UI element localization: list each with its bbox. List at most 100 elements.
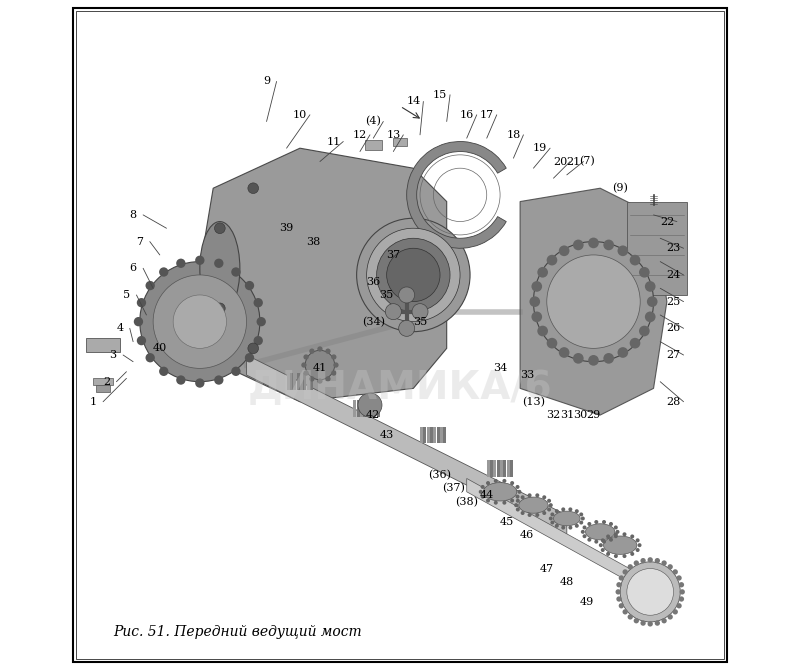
Circle shape <box>231 366 241 376</box>
Circle shape <box>602 520 606 524</box>
Circle shape <box>587 538 591 542</box>
Circle shape <box>627 564 633 570</box>
Circle shape <box>214 259 223 268</box>
Circle shape <box>231 267 241 277</box>
Text: 2: 2 <box>103 377 110 387</box>
Circle shape <box>538 326 548 336</box>
Text: 30: 30 <box>573 410 587 420</box>
Circle shape <box>159 366 169 376</box>
Circle shape <box>486 481 490 485</box>
Polygon shape <box>486 460 490 477</box>
Circle shape <box>254 336 263 345</box>
Circle shape <box>606 552 610 556</box>
Text: 42: 42 <box>366 410 381 420</box>
Circle shape <box>547 498 551 502</box>
Circle shape <box>195 255 205 265</box>
Circle shape <box>582 525 586 529</box>
Circle shape <box>510 481 514 485</box>
Circle shape <box>601 548 605 552</box>
Circle shape <box>386 249 440 302</box>
Text: 22: 22 <box>660 216 674 226</box>
Circle shape <box>579 521 583 525</box>
Text: Рис. 51. Передний ведущий мост: Рис. 51. Передний ведущий мост <box>113 624 362 639</box>
Circle shape <box>647 621 653 626</box>
Polygon shape <box>97 385 110 392</box>
Circle shape <box>581 517 585 521</box>
Circle shape <box>542 511 546 515</box>
Polygon shape <box>357 400 359 417</box>
Circle shape <box>555 524 559 528</box>
Text: (7): (7) <box>579 156 594 167</box>
Ellipse shape <box>200 222 240 315</box>
Text: 9: 9 <box>263 76 270 86</box>
Polygon shape <box>506 460 510 477</box>
Circle shape <box>137 336 146 345</box>
Polygon shape <box>365 140 382 150</box>
Circle shape <box>568 507 572 511</box>
Circle shape <box>478 490 482 494</box>
Circle shape <box>386 304 402 320</box>
Text: 37: 37 <box>386 250 400 260</box>
Circle shape <box>535 493 539 497</box>
Circle shape <box>521 511 525 515</box>
Circle shape <box>550 513 554 517</box>
Circle shape <box>546 338 558 348</box>
Text: 17: 17 <box>480 110 494 120</box>
Circle shape <box>531 312 542 322</box>
Text: 11: 11 <box>326 137 341 147</box>
Circle shape <box>630 255 640 265</box>
Polygon shape <box>627 202 687 295</box>
Circle shape <box>662 618 666 623</box>
Circle shape <box>647 557 653 563</box>
Polygon shape <box>294 373 296 390</box>
Polygon shape <box>93 379 113 385</box>
Circle shape <box>398 287 414 303</box>
Circle shape <box>594 539 598 543</box>
Circle shape <box>678 596 684 602</box>
Circle shape <box>558 245 570 256</box>
Circle shape <box>303 371 309 376</box>
Circle shape <box>614 554 618 558</box>
Polygon shape <box>377 400 380 417</box>
Polygon shape <box>366 400 370 417</box>
Circle shape <box>594 520 598 524</box>
Circle shape <box>618 245 628 256</box>
Circle shape <box>616 582 622 588</box>
Circle shape <box>514 503 518 507</box>
Text: 32: 32 <box>546 410 561 420</box>
Text: (13): (13) <box>522 397 545 407</box>
Circle shape <box>638 543 642 547</box>
Circle shape <box>588 238 599 249</box>
Text: 7: 7 <box>136 237 143 247</box>
Polygon shape <box>437 427 440 444</box>
Circle shape <box>502 479 506 483</box>
Text: 25: 25 <box>666 297 681 307</box>
Circle shape <box>310 377 314 381</box>
Text: 6: 6 <box>130 263 137 273</box>
Text: 34: 34 <box>493 363 507 373</box>
Circle shape <box>622 554 626 558</box>
Circle shape <box>494 500 498 505</box>
Text: 15: 15 <box>433 90 447 100</box>
Circle shape <box>518 490 522 494</box>
Circle shape <box>494 479 498 483</box>
Circle shape <box>534 242 654 362</box>
Text: 10: 10 <box>293 110 307 120</box>
Text: 45: 45 <box>500 517 514 527</box>
Circle shape <box>562 525 566 529</box>
Text: 35: 35 <box>379 290 394 300</box>
Circle shape <box>654 620 660 626</box>
Circle shape <box>647 296 658 307</box>
Circle shape <box>641 558 646 563</box>
Text: 46: 46 <box>520 530 534 540</box>
Circle shape <box>627 614 633 620</box>
Circle shape <box>645 281 655 291</box>
Circle shape <box>579 513 583 517</box>
Circle shape <box>618 603 624 608</box>
Circle shape <box>412 304 428 320</box>
Text: 8: 8 <box>130 210 137 220</box>
Circle shape <box>630 338 640 348</box>
Text: 40: 40 <box>153 343 167 353</box>
Circle shape <box>602 539 606 543</box>
Polygon shape <box>246 355 567 535</box>
